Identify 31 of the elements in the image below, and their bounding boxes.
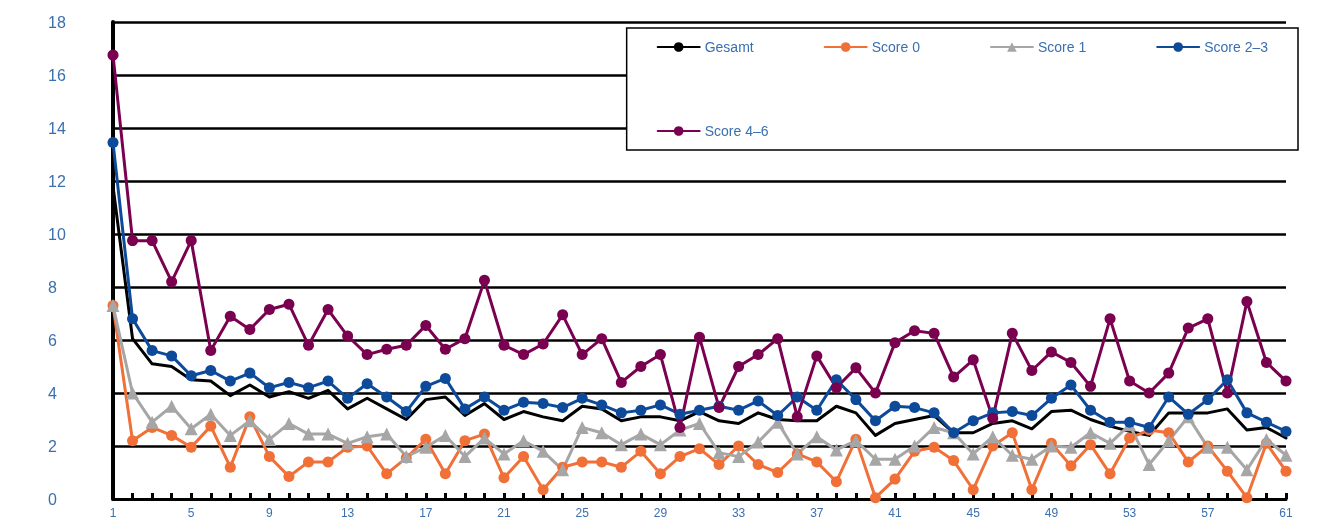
- y-tick-label: 10: [48, 225, 66, 243]
- y-tick-label: 8: [48, 278, 57, 296]
- legend-label: Score 2–3: [1204, 39, 1269, 55]
- x-tick-label: 45: [966, 506, 981, 520]
- x-tick-label: 13: [340, 506, 355, 520]
- x-tick-label: 33: [731, 506, 746, 520]
- y-tick-label: 4: [48, 384, 57, 402]
- legend-label: Score 4–6: [704, 123, 769, 139]
- x-tick-label: 41: [888, 506, 902, 520]
- legend-label: Score 1: [1037, 39, 1087, 55]
- x-tick-label: 49: [1044, 506, 1059, 520]
- x-tick-label: 37: [810, 506, 824, 520]
- x-tick-label: 25: [575, 506, 590, 520]
- x-tick-label: 57: [1201, 506, 1215, 520]
- y-tick-label: 12: [48, 172, 66, 190]
- y-tick-label: 6: [48, 331, 57, 349]
- legend-label: Score 0: [871, 39, 921, 55]
- y-tick-label: 16: [48, 66, 66, 84]
- x-tick-label: 17: [419, 506, 433, 520]
- x-tick-label: 21: [497, 506, 511, 520]
- x-tick-label: 29: [653, 506, 668, 520]
- y-tick-label: 14: [48, 119, 66, 137]
- y-tick-label: 2: [48, 437, 57, 455]
- x-tick-label: 5: [187, 506, 195, 520]
- legend-label: Gesamt: [704, 39, 754, 55]
- x-tick-label: 9: [266, 506, 274, 520]
- y-tick-label: 18: [48, 13, 66, 31]
- x-tick-label: 61: [1279, 506, 1293, 520]
- y-tick-label: 0: [48, 490, 57, 508]
- x-tick-label: 53: [1122, 506, 1137, 520]
- x-tick-label: 1: [109, 506, 117, 520]
